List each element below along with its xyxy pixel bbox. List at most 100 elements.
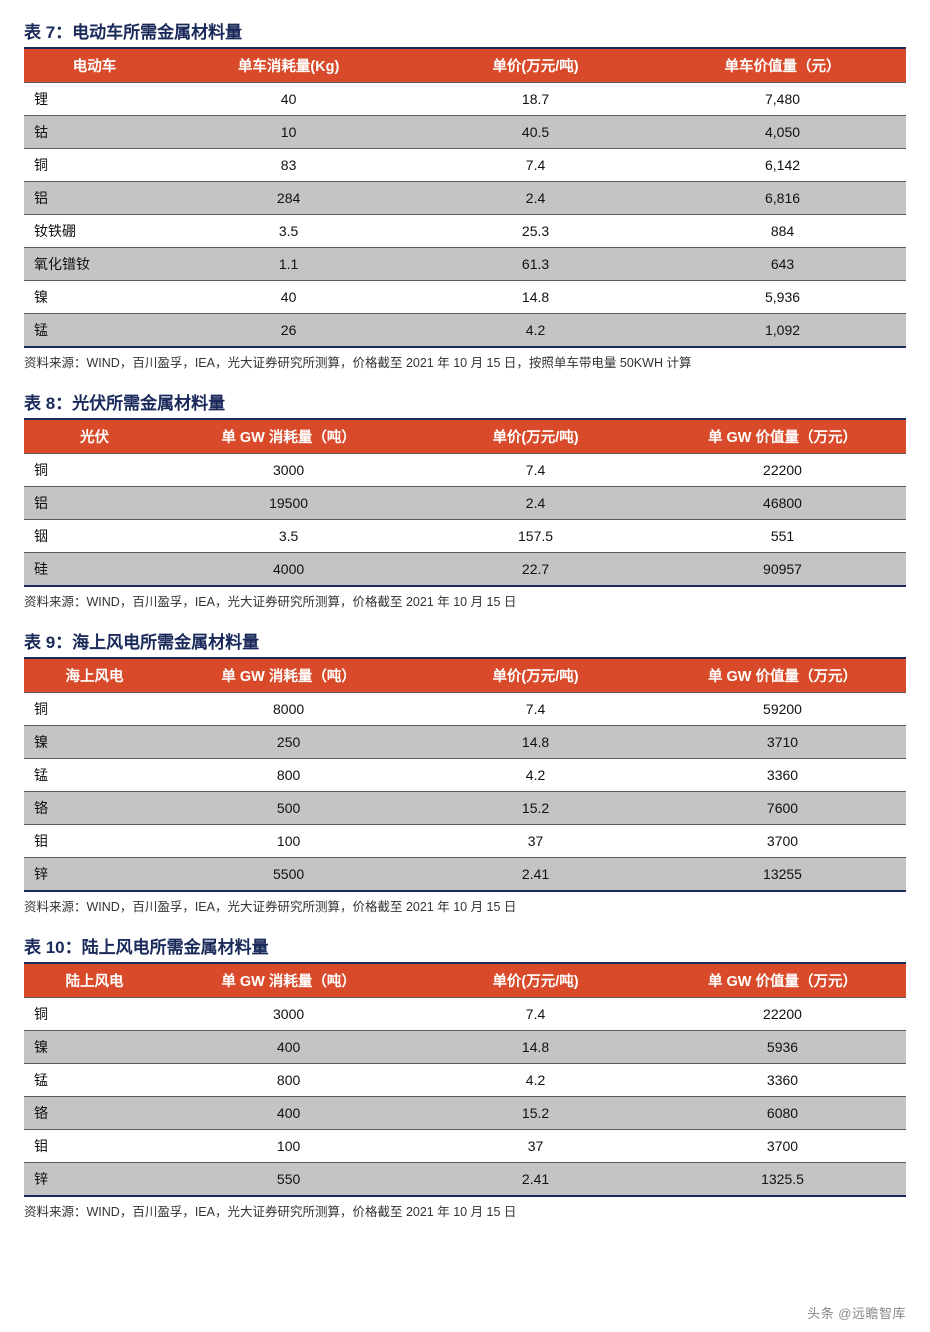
watermark-text: 头条 @远瞻智库 — [807, 1303, 906, 1322]
table-cell: 铝 — [24, 182, 165, 215]
data-table: 光伏单 GW 消耗量（吨）单价(万元/吨)单 GW 价值量（万元）铜30007.… — [24, 420, 906, 587]
table-cell: 7,480 — [659, 83, 906, 116]
table-cell: 22.7 — [412, 553, 659, 587]
table-cell: 500 — [165, 792, 412, 825]
table-cell: 46800 — [659, 487, 906, 520]
table-cell: 1.1 — [165, 248, 412, 281]
table-header-row: 光伏单 GW 消耗量（吨）单价(万元/吨)单 GW 价值量（万元） — [24, 420, 906, 454]
table-cell: 13255 — [659, 858, 906, 892]
table-cell: 19500 — [165, 487, 412, 520]
table-cell: 2.4 — [412, 182, 659, 215]
table-cell: 1325.5 — [659, 1163, 906, 1197]
table-cell: 3360 — [659, 1064, 906, 1097]
data-table: 陆上风电单 GW 消耗量（吨）单价(万元/吨)单 GW 价值量（万元）铜3000… — [24, 964, 906, 1197]
table-cell: 90957 — [659, 553, 906, 587]
table-cell: 15.2 — [412, 1097, 659, 1130]
table-cell: 551 — [659, 520, 906, 553]
table-header-row: 电动车单车消耗量(Kg)单价(万元/吨)单车价值量（元） — [24, 49, 906, 83]
table-cell: 643 — [659, 248, 906, 281]
table-cell: 400 — [165, 1031, 412, 1064]
table-row: 铬50015.27600 — [24, 792, 906, 825]
table-row: 镍25014.83710 — [24, 726, 906, 759]
table-cell: 3000 — [165, 454, 412, 487]
table-cell: 37 — [412, 825, 659, 858]
table-cell: 3700 — [659, 1130, 906, 1163]
table-cell: 铜 — [24, 149, 165, 182]
table-header-row: 海上风电单 GW 消耗量（吨）单价(万元/吨)单 GW 价值量（万元） — [24, 659, 906, 693]
table-row: 铝2842.46,816 — [24, 182, 906, 215]
table-row: 锂4018.77,480 — [24, 83, 906, 116]
table-header-cell: 单 GW 价值量（万元） — [659, 659, 906, 693]
table-cell: 7.4 — [412, 693, 659, 726]
table-cell: 钼 — [24, 1130, 165, 1163]
table-row: 镍40014.85936 — [24, 1031, 906, 1064]
table-cell: 157.5 — [412, 520, 659, 553]
table-row: 铜30007.422200 — [24, 454, 906, 487]
table-cell: 37 — [412, 1130, 659, 1163]
table-header-cell: 单价(万元/吨) — [412, 659, 659, 693]
source-note: 资料来源：WIND，百川盈孚，IEA，光大证券研究所测算，价格截至 2021 年… — [24, 1197, 906, 1220]
source-note: 资料来源：WIND，百川盈孚，IEA，光大证券研究所测算，价格截至 2021 年… — [24, 348, 906, 371]
table-header-cell: 单 GW 价值量（万元） — [659, 964, 906, 998]
data-table: 电动车单车消耗量(Kg)单价(万元/吨)单车价值量（元）锂4018.77,480… — [24, 49, 906, 348]
table-cell: 40.5 — [412, 116, 659, 149]
table-cell: 5,936 — [659, 281, 906, 314]
table-header-cell: 单 GW 消耗量（吨） — [165, 659, 412, 693]
table-cell: 59200 — [659, 693, 906, 726]
table-cell: 4.2 — [412, 314, 659, 348]
table-cell: 5936 — [659, 1031, 906, 1064]
table-cell: 6,816 — [659, 182, 906, 215]
table-row: 铬40015.26080 — [24, 1097, 906, 1130]
table-cell: 284 — [165, 182, 412, 215]
table-cell: 铟 — [24, 520, 165, 553]
table-cell: 锂 — [24, 83, 165, 116]
table-header-cell: 单车消耗量(Kg) — [165, 49, 412, 83]
table-cell: 26 — [165, 314, 412, 348]
table-row: 锰8004.23360 — [24, 1064, 906, 1097]
table-cell: 40 — [165, 281, 412, 314]
table-cell: 7.4 — [412, 149, 659, 182]
source-note: 资料来源：WIND，百川盈孚，IEA，光大证券研究所测算，价格截至 2021 年… — [24, 587, 906, 610]
table-cell: 锌 — [24, 1163, 165, 1197]
table-cell: 83 — [165, 149, 412, 182]
table-row: 锰8004.23360 — [24, 759, 906, 792]
table-cell: 10 — [165, 116, 412, 149]
table-cell: 100 — [165, 1130, 412, 1163]
table-cell: 铬 — [24, 1097, 165, 1130]
table-cell: 锰 — [24, 1064, 165, 1097]
table-cell: 100 — [165, 825, 412, 858]
table-cell: 8000 — [165, 693, 412, 726]
table-cell: 4.2 — [412, 759, 659, 792]
table-header-cell: 陆上风电 — [24, 964, 165, 998]
table-cell: 14.8 — [412, 1031, 659, 1064]
table-cell: 氧化镨钕 — [24, 248, 165, 281]
table-header-cell: 单 GW 消耗量（吨） — [165, 964, 412, 998]
table-cell: 硅 — [24, 553, 165, 587]
table-cell: 250 — [165, 726, 412, 759]
table-cell: 7600 — [659, 792, 906, 825]
table-cell: 3.5 — [165, 215, 412, 248]
table-block: 表 9：海上风电所需金属材料量海上风电单 GW 消耗量（吨）单价(万元/吨)单 … — [24, 628, 906, 915]
table-cell: 3700 — [659, 825, 906, 858]
table-header-cell: 单 GW 消耗量（吨） — [165, 420, 412, 454]
table-row: 硅400022.790957 — [24, 553, 906, 587]
table-row: 铜837.46,142 — [24, 149, 906, 182]
table-row: 铜80007.459200 — [24, 693, 906, 726]
table-cell: 3360 — [659, 759, 906, 792]
table-cell: 550 — [165, 1163, 412, 1197]
table-cell: 6,142 — [659, 149, 906, 182]
table-row: 氧化镨钕1.161.3643 — [24, 248, 906, 281]
table-cell: 800 — [165, 1064, 412, 1097]
table-cell: 61.3 — [412, 248, 659, 281]
table-cell: 400 — [165, 1097, 412, 1130]
table-cell: 14.8 — [412, 281, 659, 314]
table-cell: 镍 — [24, 281, 165, 314]
table-cell: 3000 — [165, 998, 412, 1031]
table-row: 钴1040.54,050 — [24, 116, 906, 149]
table-cell: 2.41 — [412, 1163, 659, 1197]
table-cell: 4.2 — [412, 1064, 659, 1097]
table-cell: 25.3 — [412, 215, 659, 248]
table-cell: 18.7 — [412, 83, 659, 116]
table-cell: 15.2 — [412, 792, 659, 825]
table-cell: 锌 — [24, 858, 165, 892]
